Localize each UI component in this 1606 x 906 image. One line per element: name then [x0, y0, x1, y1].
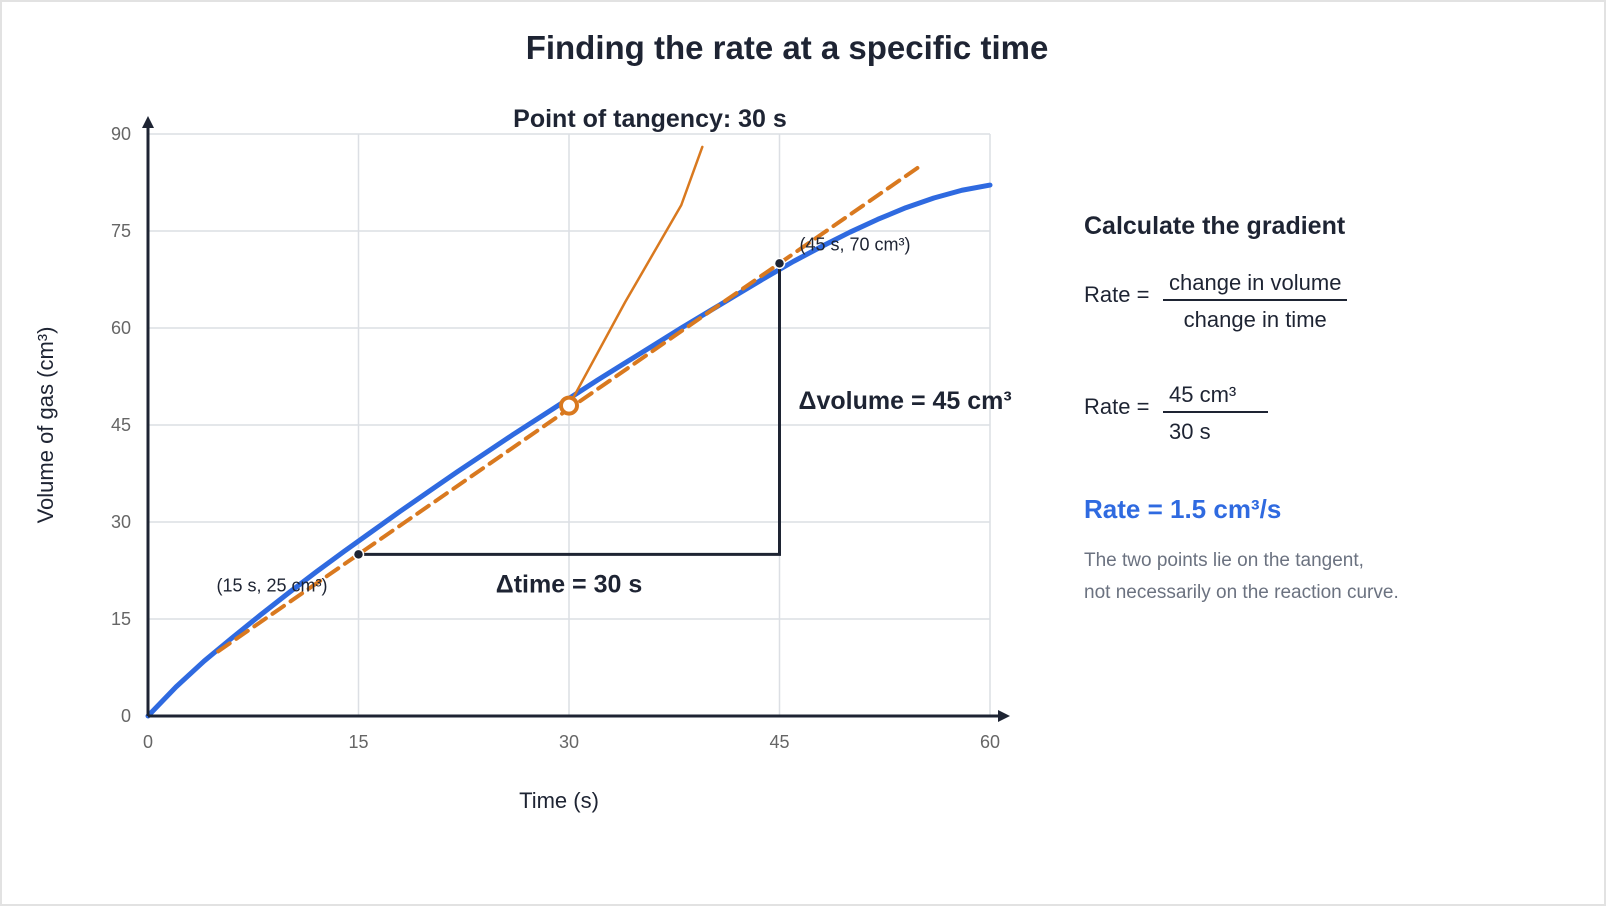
rate-calc-fraction: 45 cm³ 30 s: [1163, 382, 1269, 445]
x-tick-label-60: 60: [980, 732, 1000, 752]
delta-volume-label: Δvolume = 45 cm³: [799, 387, 1012, 415]
chart-subtitle: Point of tangency: 30 s: [513, 105, 787, 133]
point-label-1: (15 s, 25 cm³): [217, 575, 328, 595]
point-marker-2: [773, 257, 786, 270]
rate-formula-fraction: change in volume change in time: [1163, 270, 1348, 333]
tangent-point-marker: [559, 395, 579, 416]
data-layer: (15 s, 25 cm³) (45 s, 70 cm³) Δtime = 30 s…: [145, 145, 1012, 719]
x-tick-label-15: 15: [348, 732, 368, 752]
x-tick-label-0: 0: [143, 732, 153, 752]
point-marker-1: [352, 548, 365, 561]
axes: [142, 116, 1010, 722]
x-axis-arrow: [998, 710, 1010, 722]
chart-title: Finding the rate at a specific time: [526, 29, 1049, 66]
gradient-triangle: [358, 263, 781, 556]
y-axis-arrow: [142, 116, 154, 128]
grid: [148, 133, 991, 716]
y-tick-label-45: 45: [111, 415, 131, 435]
rate-calc-numerator: 45 cm³: [1163, 382, 1269, 413]
y-tick-label-75: 75: [111, 221, 131, 241]
rate-calc-lhs: Rate =: [1084, 394, 1150, 419]
y-axis-title: Volume of gas (cm³): [33, 327, 58, 524]
y-tick-label-90: 90: [111, 124, 131, 144]
x-tick-label-30: 30: [559, 732, 579, 752]
rate-result: Rate = 1.5 cm³/s: [1084, 494, 1282, 524]
note-line-1: The two points lie on the tangent,: [1084, 550, 1364, 571]
y-tick-label-30: 30: [111, 512, 131, 532]
rate-formula-lhs: Rate =: [1084, 282, 1150, 307]
tick-labels: 0 15 30 45 60 0 15 30 45 60 75 90: [111, 124, 1000, 752]
point-label-2: (45 s, 70 cm³): [800, 234, 911, 254]
y-tick-label-15: 15: [111, 609, 131, 629]
y-tick-label-60: 60: [111, 318, 131, 338]
rate-formula-denominator: change in time: [1183, 307, 1327, 332]
note-line-2: not necessarily on the reaction curve.: [1084, 582, 1399, 603]
pointer-line: [567, 145, 704, 407]
panel-heading: Calculate the gradient: [1084, 212, 1346, 240]
delta-time-label: Δtime = 30 s: [496, 570, 643, 598]
x-axis-title: Time (s): [519, 788, 599, 813]
x-tick-label-45: 45: [769, 732, 789, 752]
y-tick-label-0: 0: [121, 706, 131, 726]
rate-formula-numerator: change in volume: [1163, 270, 1348, 301]
rate-calc-denominator: 30 s: [1169, 419, 1211, 444]
